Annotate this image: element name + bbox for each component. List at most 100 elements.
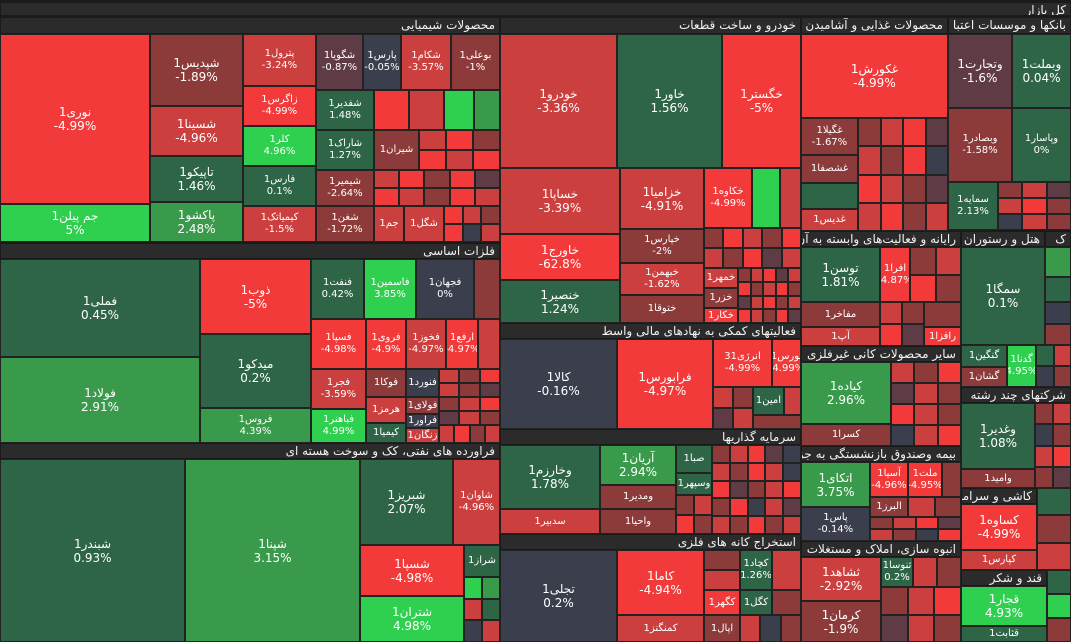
treemap-tile[interactable]: کساوه1 -4.99% — [961, 504, 1037, 550]
treemap-tile[interactable] — [780, 168, 801, 228]
treemap-tile[interactable]: وامید1 — [961, 469, 1035, 488]
treemap-tile[interactable] — [444, 90, 474, 130]
treemap-tile[interactable]: اپال1 — [704, 615, 740, 642]
treemap-tile[interactable]: پترول1 -3.24% — [243, 34, 316, 86]
treemap-tile[interactable]: خودرو1 -3.36% — [500, 34, 617, 168]
treemap-tile[interactable]: بوعلی1 -1% — [451, 34, 500, 90]
treemap-tile[interactable] — [750, 295, 764, 310]
treemap-tile[interactable]: زنگان1 — [406, 428, 439, 443]
treemap-tile[interactable] — [479, 383, 500, 397]
treemap-tile[interactable] — [924, 302, 961, 327]
treemap-tile[interactable] — [998, 182, 1023, 198]
treemap-tile[interactable]: شسپا1 -4.98% — [360, 545, 464, 596]
treemap-tile[interactable]: شغن1 -1.72% — [316, 206, 374, 242]
treemap-tile[interactable] — [464, 598, 482, 621]
treemap-tile[interactable]: شگویا1 -0.87% — [316, 34, 363, 90]
treemap-tile[interactable] — [454, 425, 470, 443]
treemap-tile[interactable] — [462, 206, 482, 224]
treemap-tile[interactable] — [1053, 403, 1071, 425]
treemap-tile[interactable] — [712, 445, 730, 463]
treemap-tile[interactable] — [1035, 403, 1053, 425]
treemap-tile[interactable]: شیران1 — [374, 130, 419, 170]
treemap-tile[interactable]: خگستر1 -5% — [722, 34, 801, 168]
treemap-tile[interactable] — [1053, 445, 1071, 467]
treemap-tile[interactable] — [694, 514, 712, 534]
treemap-tile[interactable] — [1045, 323, 1071, 345]
treemap-tile[interactable] — [772, 550, 801, 590]
treemap-tile[interactable] — [880, 324, 902, 346]
treemap-tile[interactable] — [942, 462, 961, 497]
treemap-tile[interactable] — [733, 387, 753, 408]
treemap-tile[interactable] — [742, 248, 763, 268]
treemap-tile[interactable] — [484, 425, 500, 443]
treemap-tile[interactable] — [740, 615, 761, 642]
treemap-tile[interactable] — [1047, 594, 1071, 618]
treemap-tile[interactable] — [870, 517, 893, 529]
treemap-tile[interactable]: قجار1 4.93% — [961, 586, 1047, 626]
treemap-tile[interactable] — [772, 590, 801, 615]
treemap-tile[interactable]: ومدیر1 — [600, 485, 676, 509]
treemap-tile[interactable]: شپدیس1 -1.89% — [150, 34, 243, 106]
treemap-tile[interactable]: کسرا1 — [801, 424, 891, 446]
treemap-tile[interactable]: واحیا1 — [600, 509, 676, 534]
treemap-tile[interactable] — [446, 130, 473, 150]
treemap-tile[interactable] — [937, 362, 961, 383]
treemap-tile[interactable]: غشصفا1 — [801, 155, 858, 183]
treemap-tile[interactable] — [399, 188, 425, 206]
treemap-tile[interactable] — [765, 498, 784, 517]
treemap-tile[interactable] — [723, 228, 743, 248]
treemap-tile[interactable] — [910, 247, 936, 275]
treemap-tile[interactable] — [765, 516, 784, 534]
treemap-tile[interactable] — [729, 445, 748, 463]
treemap-tile[interactable] — [464, 620, 482, 642]
treemap-tile[interactable]: ملت1 -4.95% — [908, 462, 942, 497]
treemap-tile[interactable]: کگهر1 — [704, 590, 740, 615]
treemap-tile[interactable]: سمگا1 0.1% — [961, 247, 1045, 345]
treemap-tile[interactable]: فجر1 -3.59% — [311, 369, 366, 409]
treemap-tile[interactable] — [444, 224, 463, 242]
treemap-tile[interactable] — [762, 248, 782, 268]
treemap-tile[interactable]: بورس1-4.99% — [772, 339, 801, 387]
treemap-tile[interactable] — [775, 309, 789, 323]
treemap-tile[interactable]: وتجارت1 -1.6% — [948, 34, 1012, 108]
treemap-tile[interactable]: جم1 — [374, 206, 404, 242]
treemap-tile[interactable] — [998, 214, 1023, 230]
treemap-tile[interactable] — [729, 516, 748, 534]
treemap-tile[interactable] — [750, 309, 764, 323]
treemap-tile[interactable]: آسیا1 -4.96% — [870, 462, 908, 497]
treemap-tile[interactable] — [903, 202, 926, 231]
treemap-tile[interactable] — [913, 557, 937, 587]
treemap-tile[interactable] — [750, 268, 764, 282]
treemap-tile[interactable]: خمهر1 — [704, 268, 738, 288]
treemap-tile[interactable] — [1046, 198, 1071, 214]
treemap-tile[interactable] — [479, 411, 500, 425]
treemap-tile[interactable]: فرآور1 — [406, 414, 439, 428]
treemap-tile[interactable]: کمنگنز1 — [617, 615, 704, 642]
treemap-tile[interactable]: نوری1 -4.99% — [0, 34, 150, 204]
treemap-tile[interactable]: رافزا1 — [924, 327, 961, 346]
treemap-tile[interactable] — [775, 281, 789, 296]
treemap-tile[interactable]: خکاوه1 -4.99% — [704, 168, 752, 228]
treemap-tile[interactable]: فاسمین1 3.85% — [364, 259, 416, 319]
treemap-tile[interactable] — [676, 514, 694, 534]
treemap-tile[interactable] — [1045, 277, 1071, 302]
treemap-tile[interactable] — [903, 118, 926, 147]
treemap-tile[interactable] — [1037, 542, 1071, 570]
treemap-tile[interactable] — [712, 480, 730, 499]
treemap-tile[interactable] — [738, 281, 751, 296]
treemap-tile[interactable]: ثشاهد1 -2.92% — [801, 557, 881, 601]
treemap-tile[interactable] — [881, 614, 908, 642]
treemap-tile[interactable]: خنصیر1 1.24% — [500, 280, 620, 323]
treemap-tile[interactable]: شبندر1 0.93% — [0, 459, 185, 642]
treemap-tile[interactable]: گنگین1 — [961, 345, 1007, 367]
treemap-tile[interactable]: کگل1 — [740, 590, 772, 615]
treemap-tile[interactable] — [788, 295, 801, 310]
treemap-tile[interactable]: کیمیا1 — [366, 423, 406, 443]
treemap-tile[interactable] — [409, 90, 444, 130]
treemap-tile[interactable]: خزامیا1 -4.91% — [620, 168, 704, 229]
treemap-tile[interactable] — [765, 445, 784, 463]
treemap-tile[interactable] — [937, 557, 961, 587]
treemap-tile[interactable] — [903, 146, 926, 175]
treemap-tile[interactable] — [858, 174, 881, 203]
treemap-tile[interactable] — [891, 404, 915, 425]
